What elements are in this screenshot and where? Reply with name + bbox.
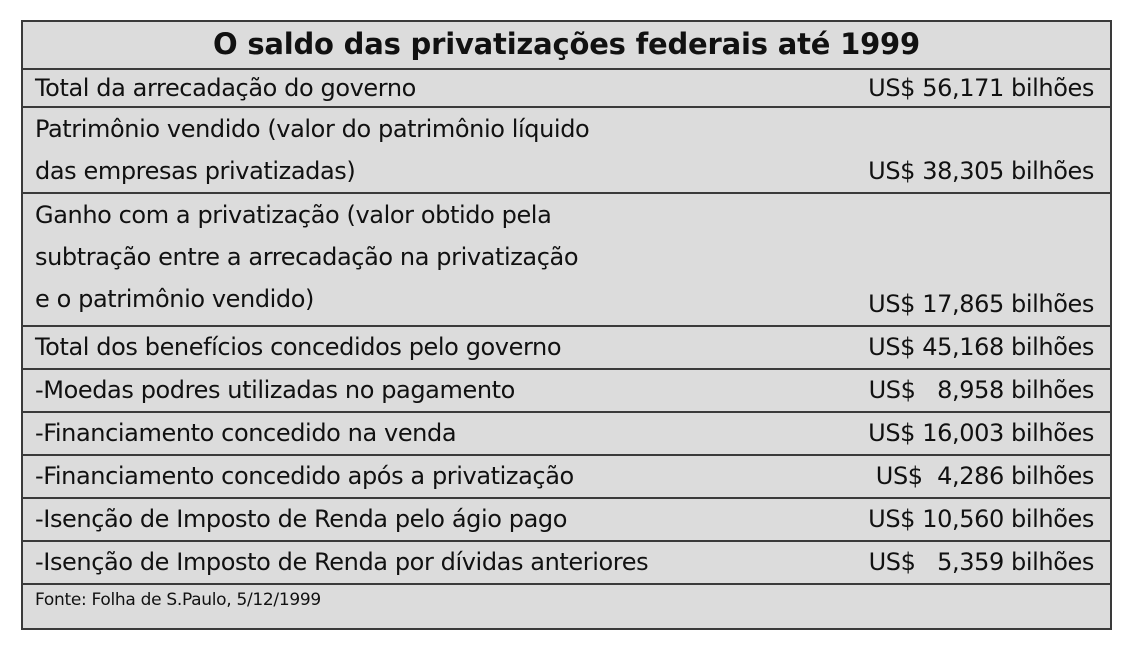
row-label: Total dos benefícios concedidos pelo gov… xyxy=(35,333,562,361)
row-value: US$ 4,286 bilhões xyxy=(875,462,1095,490)
row-label: -Financiamento concedido na venda xyxy=(35,419,457,447)
table-row: Total dos benefícios concedidos pelo gov… xyxy=(23,327,1110,370)
row-label: -Isenção de Imposto de Renda por dívidas… xyxy=(35,548,649,576)
row-value: US$ 56,171 bilhões xyxy=(868,74,1094,102)
table-row: Total da arrecadação do governo US$ 56,1… xyxy=(23,70,1110,108)
row-value: US$ 8,958 bilhões xyxy=(868,376,1095,404)
privatization-balance-table: O saldo das privatizações federais até 1… xyxy=(21,20,1112,630)
table-row: -Moedas podres utilizadas no pagamento U… xyxy=(23,370,1110,413)
table-row: -Isenção de Imposto de Renda por dívidas… xyxy=(23,542,1110,585)
row-value: US$ 17,865 bilhões xyxy=(868,290,1094,318)
table-row: Ganho com a privatização (valor obtido p… xyxy=(23,194,1110,327)
row-label: -Isenção de Imposto de Renda pelo ágio p… xyxy=(35,505,567,533)
row-value: US$ 45,168 bilhões xyxy=(868,333,1094,361)
row-label: Total da arrecadação do governo xyxy=(35,74,416,102)
row-label: -Financiamento concedido após a privatiz… xyxy=(35,462,574,490)
row-label: -Moedas podres utilizadas no pagamento xyxy=(35,376,515,404)
row-value: US$ 10,560 bilhões xyxy=(868,505,1094,533)
row-value: US$ 16,003 bilhões xyxy=(868,419,1094,447)
row-label: Patrimônio vendido (valor do patrimônio … xyxy=(35,115,590,185)
table-title: O saldo das privatizações federais até 1… xyxy=(23,22,1110,70)
table-row: Patrimônio vendido (valor do patrimônio … xyxy=(23,108,1110,194)
row-label: Ganho com a privatização (valor obtido p… xyxy=(35,201,579,313)
source-note: Fonte: Folha de S.Paulo, 5/12/1999 xyxy=(35,590,321,610)
table-row: -Isenção de Imposto de Renda pelo ágio p… xyxy=(23,499,1110,542)
table-row: -Financiamento concedido na venda US$ 16… xyxy=(23,413,1110,456)
table-row: -Financiamento concedido após a privatiz… xyxy=(23,456,1110,499)
row-value: US$ 5,359 bilhões xyxy=(868,548,1095,576)
row-value: US$ 38,305 bilhões xyxy=(868,157,1094,185)
